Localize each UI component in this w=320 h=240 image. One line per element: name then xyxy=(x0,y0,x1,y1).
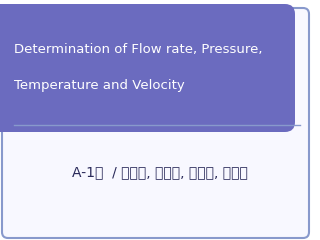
FancyBboxPatch shape xyxy=(19,14,243,88)
FancyBboxPatch shape xyxy=(2,8,309,238)
FancyBboxPatch shape xyxy=(0,4,295,132)
Text: Determination of Flow rate, Pressure,: Determination of Flow rate, Pressure, xyxy=(14,43,262,56)
Text: Temperature and Velocity: Temperature and Velocity xyxy=(14,78,185,91)
Text: A-1조  / 김병섭, 이승준, 김휘문, 윤동준: A-1조 / 김병섭, 이승준, 김휘문, 윤동준 xyxy=(72,165,248,179)
